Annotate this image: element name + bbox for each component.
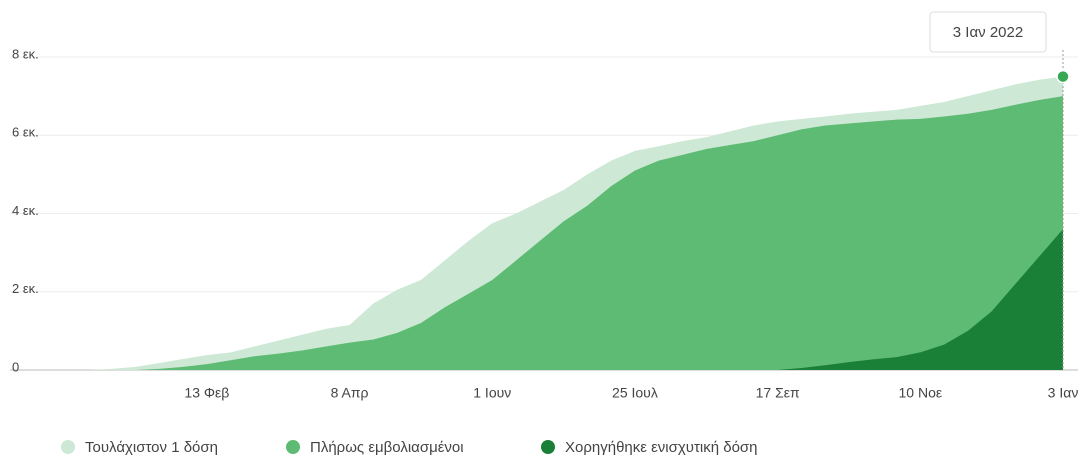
x-tick-label: 10 Νοε — [899, 385, 943, 401]
y-tick-label: 4 εκ. — [12, 203, 39, 218]
y-tick-label: 0 — [12, 359, 19, 374]
tooltip-text: 3 Ιαν 2022 — [953, 24, 1023, 41]
x-tick-label: 25 Ιουλ — [612, 385, 658, 401]
legend-marker — [541, 440, 555, 454]
x-tick-label: 1 Ιουν — [473, 385, 511, 401]
x-tick-label: 3 Ιαν — [1048, 385, 1079, 401]
area — [88, 96, 1063, 370]
hover-point — [1056, 69, 1070, 84]
x-tick-label: 17 Σεπ — [756, 385, 800, 401]
legend-label: Πλήρως εμβολιασμένοι — [310, 439, 464, 456]
legend-label: Τουλάχιστον 1 δόση — [85, 439, 218, 456]
legend-label: Χορηγήθηκε ενισχυτική δόση — [565, 439, 758, 456]
y-tick-label: 8 εκ. — [12, 46, 39, 61]
y-tick-label: 2 εκ. — [12, 281, 39, 296]
tooltip-box — [929, 11, 1047, 53]
x-tick-label: 13 Φεβ — [184, 385, 229, 401]
area — [88, 229, 1063, 370]
legend-marker — [61, 440, 75, 454]
legend-marker — [286, 440, 300, 454]
x-tick-label: 8 Απρ — [331, 385, 369, 401]
y-tick-label: 6 εκ. — [12, 125, 39, 140]
